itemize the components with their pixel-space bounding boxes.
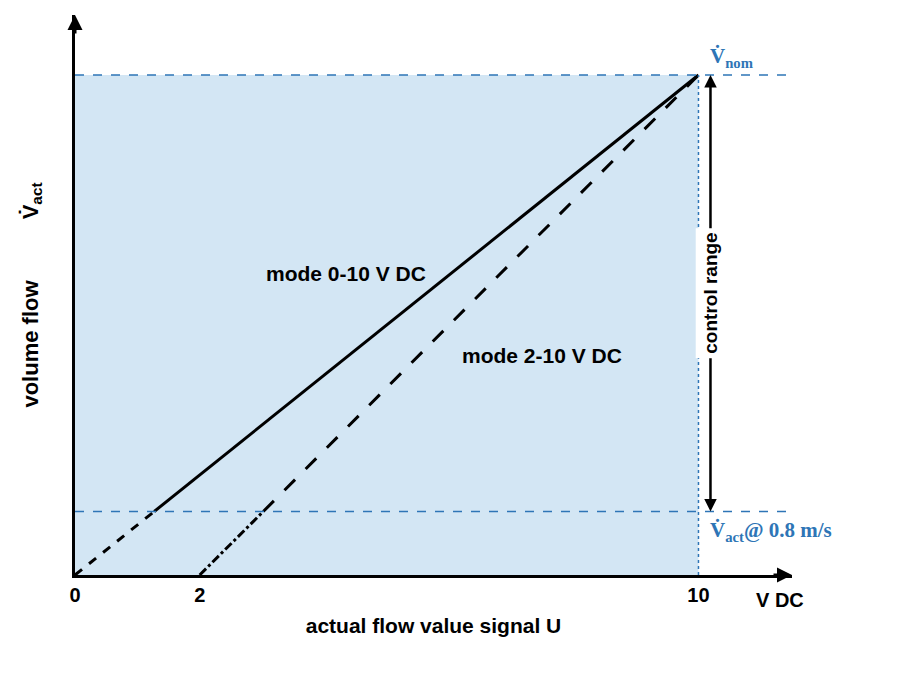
svg-text:control range: control range [700, 232, 721, 353]
svg-text:10: 10 [687, 584, 709, 606]
svg-text:V̇​act​@ 0.8 m/s: V̇​act​@ 0.8 m/s [710, 518, 832, 545]
svg-text:2: 2 [194, 584, 205, 606]
svg-text:V̇​nom​: V̇​nom​ [710, 44, 753, 71]
svg-text:volume flow V̇​act​: volume flow V̇​act​ [18, 182, 46, 407]
svg-text:mode 0-10 V DC: mode 0-10 V DC [266, 262, 426, 285]
svg-text:0: 0 [69, 584, 80, 606]
svg-text:mode 2-10 V DC: mode 2-10 V DC [462, 344, 622, 367]
svg-text:actual flow value signal U: actual flow value signal U [306, 614, 562, 637]
svg-text:V DC: V DC [756, 589, 804, 611]
